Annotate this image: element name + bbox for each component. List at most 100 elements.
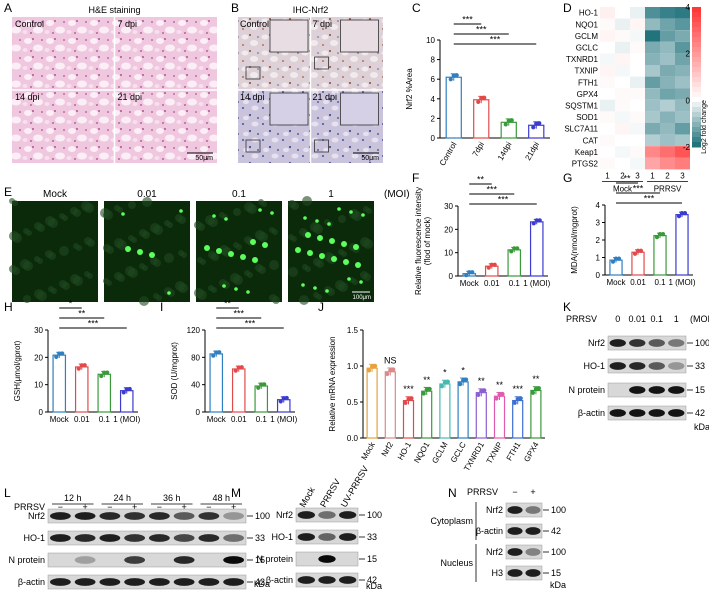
- heatmap-cell: [645, 123, 660, 135]
- y-tick-label: 0.0: [347, 434, 359, 443]
- heatmap-cell: [675, 99, 690, 112]
- data-point: [509, 249, 514, 254]
- heatmap-cell: [660, 146, 675, 158]
- bar: [421, 390, 433, 439]
- blot-band: [223, 556, 245, 564]
- heatmap-cell: [630, 76, 645, 89]
- panel-letter-G: G: [563, 171, 572, 185]
- cell-autofluor: [59, 246, 69, 256]
- cell-autofluor: [23, 261, 33, 271]
- data-point: [657, 232, 663, 237]
- blot-band: [223, 578, 245, 586]
- panel-b-quad-label: 7 dpi: [313, 19, 333, 29]
- panel-k-blot: [607, 335, 687, 351]
- blot-band: [99, 534, 121, 542]
- panel-l-blot: [47, 530, 247, 546]
- x-tick-label: 0.01: [630, 278, 646, 287]
- heatmap-cell: [600, 134, 615, 147]
- blot-band: [74, 556, 96, 564]
- cell-autofluor: [48, 252, 56, 260]
- bar: [457, 381, 469, 439]
- bar: [74, 366, 89, 413]
- significance-mark: ***: [245, 319, 256, 329]
- x-tick-label: Mock: [359, 440, 377, 462]
- heatmap-cell: [660, 88, 675, 100]
- cell-autofluor: [258, 266, 266, 274]
- heatmap-cell: [615, 7, 630, 19]
- ihc-roi-box: [245, 139, 261, 153]
- x-tick-label: FTH1: [505, 440, 523, 462]
- heatmap-cell: [600, 65, 615, 77]
- data-point: [476, 392, 481, 398]
- data-point: [54, 354, 59, 359]
- fluorescence-spot: [361, 213, 365, 217]
- heatmap-cell: [600, 123, 615, 135]
- x-tick-label: 0.1: [654, 278, 666, 287]
- panel-a-scale-label: 50μm: [195, 155, 213, 162]
- blot-band: [609, 409, 626, 417]
- panel-l-header: PRRSV: [14, 502, 45, 512]
- cell-autofluor: [363, 273, 371, 281]
- significance-mark: NS: [384, 355, 397, 365]
- panel-letter-J: J: [318, 300, 324, 314]
- fluorescence-spot: [355, 262, 361, 268]
- panel-l-blot: [47, 508, 247, 524]
- cell-autofluor: [117, 240, 127, 250]
- bar: [254, 385, 269, 413]
- fluorescence-spot: [252, 257, 258, 263]
- cell-autofluor: [156, 295, 162, 301]
- cell-autofluor: [236, 244, 242, 250]
- y-axis-label: SOD (U/mgprot): [170, 342, 179, 400]
- data-point: [403, 400, 408, 405]
- heatmap-cell: [615, 157, 630, 170]
- blot-band: [297, 576, 316, 584]
- data-point: [458, 382, 463, 387]
- y-tick-label: 20: [34, 353, 43, 362]
- panel-l-row-label: β-actin: [18, 577, 45, 587]
- significance-mark: **: [532, 374, 540, 384]
- heatmap-cell: [660, 7, 675, 19]
- blot-band: [173, 534, 195, 542]
- x-tick-label: 0.1: [509, 279, 521, 288]
- y-tick-label: 40: [191, 381, 200, 390]
- blot-band: [223, 534, 245, 542]
- colorbar-segment: [692, 27, 701, 33]
- x-tick-label: 0.01: [231, 415, 247, 424]
- panel-l-sign: +: [82, 502, 87, 512]
- y-tick-label: 0: [596, 271, 601, 280]
- panel-n-row-label: β-actin: [476, 526, 503, 536]
- colorbar-segment: [692, 92, 701, 98]
- panel-l-sign: +: [231, 502, 236, 512]
- panel-k-row-label: Nrf2: [588, 338, 605, 348]
- data-point: [537, 218, 542, 223]
- blot-band: [173, 512, 195, 520]
- y-axis-label: (flod of mock): [423, 216, 432, 265]
- data-point: [682, 211, 688, 216]
- cell-autofluor: [73, 209, 81, 217]
- chart-J: 0.0 0.5 1.0 1.5 Relative mRNA expression Mock…: [328, 326, 545, 473]
- fluorescence-spot: [341, 241, 347, 247]
- mw-label: 15: [367, 554, 377, 564]
- heatmap-cell: [660, 53, 675, 65]
- cell-autofluor: [87, 273, 93, 279]
- blot-band: [223, 512, 245, 520]
- panel-k-dose: 0.01: [628, 314, 646, 324]
- x-tick-label: 1 (MOI): [113, 415, 140, 424]
- heatmap-rep-label: 1: [650, 171, 655, 180]
- colorbar-segment: [692, 37, 701, 43]
- panel-l-sign: +: [181, 502, 186, 512]
- blot-band: [148, 512, 170, 520]
- panel-e-label: 1: [328, 189, 334, 200]
- heatmap-cell: [615, 18, 630, 31]
- fluorescence-spot: [258, 208, 262, 212]
- fluorescence-spot: [329, 238, 335, 244]
- x-tick-label: Mock: [50, 415, 70, 424]
- blot-band: [124, 534, 146, 542]
- cell-autofluor: [12, 233, 22, 243]
- heatmap-gene-label: SLC7A11: [564, 125, 598, 134]
- cell-autofluor: [84, 203, 94, 213]
- heatmap-cell: [615, 88, 630, 100]
- panel-n-sign: +: [530, 487, 535, 497]
- mw-label: 42: [367, 575, 377, 585]
- colorbar-segment: [692, 117, 701, 123]
